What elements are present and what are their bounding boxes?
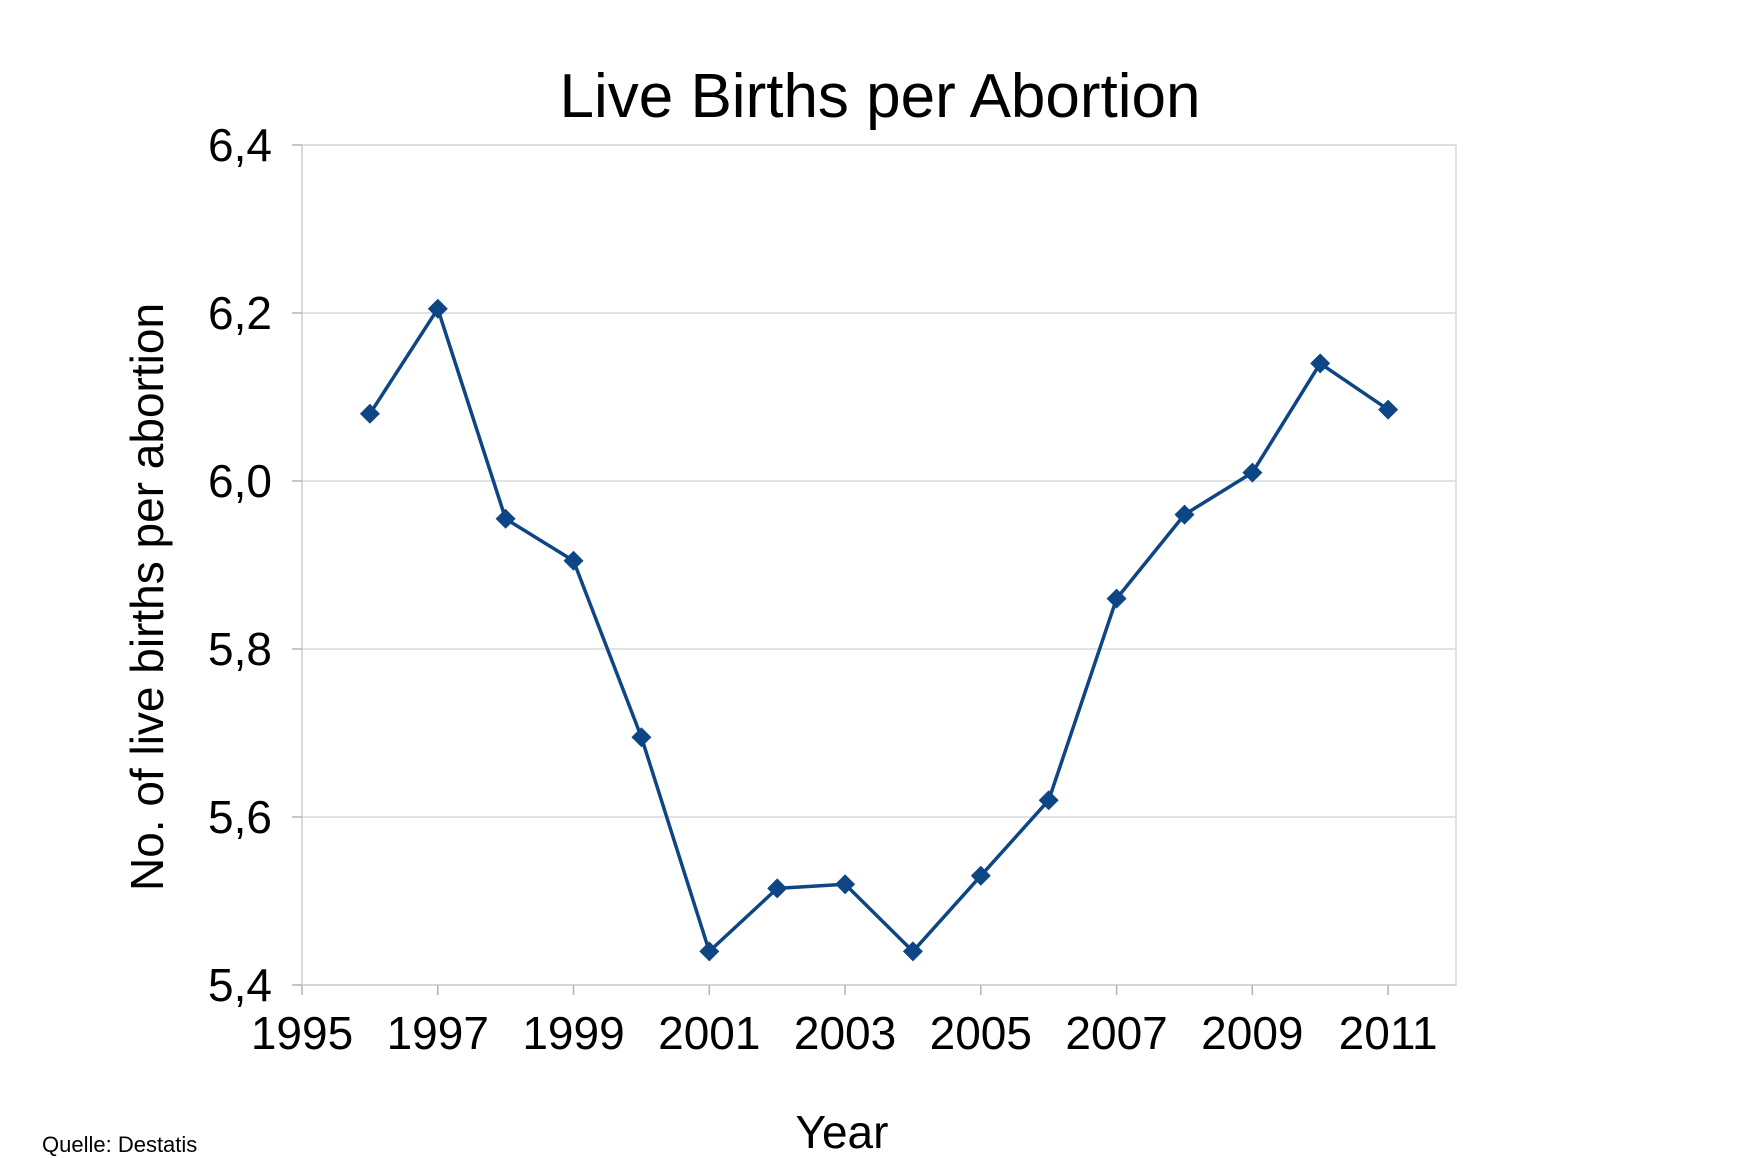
y-tick-label: 5,6: [208, 791, 272, 843]
x-tick-label: 2011: [1339, 1007, 1438, 1059]
y-tick-label: 5,8: [208, 623, 272, 675]
x-tick-label: 1995: [251, 1007, 353, 1059]
y-tick-label: 6,0: [208, 455, 272, 507]
series-group: [359, 298, 1399, 962]
y-tick-label: 6,2: [208, 287, 272, 339]
data-point: [902, 941, 923, 962]
data-point: [699, 941, 720, 962]
x-axis-label: Year: [796, 1106, 889, 1158]
data-point: [767, 878, 788, 899]
data-point: [359, 403, 380, 424]
data-point: [1174, 504, 1195, 525]
grid-lines: [301, 144, 1456, 986]
chart-title: Live Births per Abortion: [559, 62, 1200, 131]
series-line: [368, 307, 1390, 954]
data-point: [1242, 462, 1263, 483]
source-note: Quelle: Destatis: [42, 1132, 197, 1157]
x-tick-label: 2009: [1201, 1007, 1303, 1059]
data-point: [835, 874, 856, 895]
x-axis-ticks: 1995 1997 1999 2001 2003 2005 2007 2009 2011: [251, 985, 1438, 1059]
x-tick-label: 2005: [930, 1007, 1032, 1059]
y-tick-label: 5,4: [208, 959, 272, 1011]
x-tick-label: 1999: [522, 1007, 624, 1059]
x-tick-label: 2007: [1065, 1007, 1167, 1059]
data-point: [1310, 353, 1331, 374]
data-point: [563, 550, 584, 571]
data-point: [427, 298, 448, 319]
x-tick-label: 2001: [658, 1007, 760, 1059]
data-point: [970, 865, 991, 886]
data-point: [1106, 588, 1127, 609]
y-axis-ticks: 5,4 5,6 5,8 6,0 6,2 6,4: [208, 119, 302, 1011]
y-axis-label: No. of live births per abortion: [121, 303, 173, 891]
data-point: [1038, 790, 1059, 811]
plot-area-frame: [301, 144, 1457, 986]
data-point: [1378, 399, 1399, 420]
x-tick-label: 1997: [387, 1007, 489, 1059]
data-point: [631, 727, 652, 748]
x-tick-label: 2003: [794, 1007, 896, 1059]
y-tick-label: 6,4: [208, 119, 272, 171]
data-point: [495, 508, 516, 529]
